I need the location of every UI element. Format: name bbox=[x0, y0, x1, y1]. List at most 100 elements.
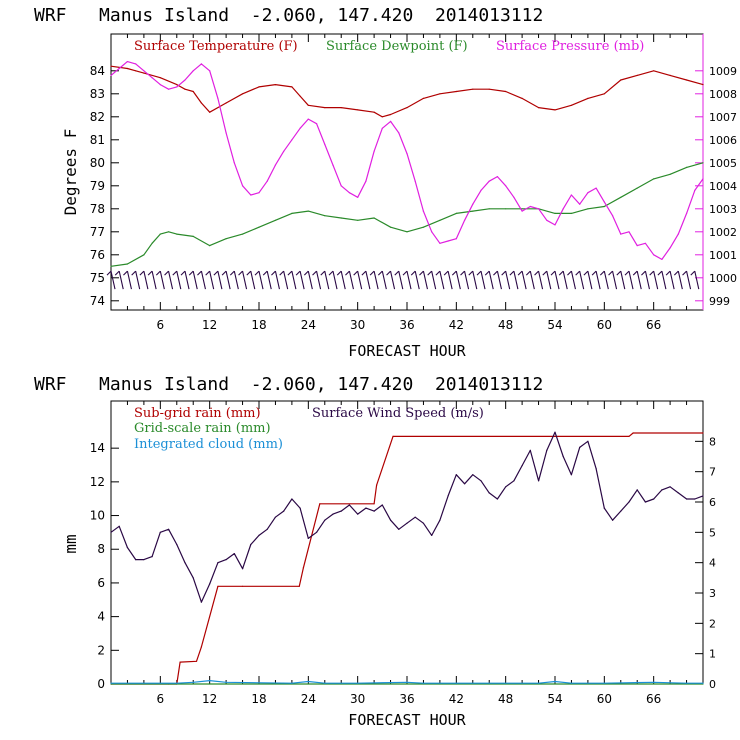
wind-barb-staff bbox=[538, 270, 544, 290]
series-line-surface-pressure bbox=[110, 60, 704, 260]
data-point-surface-pressure bbox=[307, 118, 309, 120]
data-point-surface-wind-speed bbox=[677, 492, 679, 494]
x-tick-label: 18 bbox=[251, 692, 266, 706]
data-point-surface-wind-speed bbox=[390, 519, 392, 521]
y2-tick-label: 3 bbox=[709, 587, 716, 600]
data-point-surface-pressure bbox=[636, 245, 638, 247]
data-point-surface-wind-speed bbox=[439, 519, 441, 521]
x-tick-label: 54 bbox=[547, 692, 562, 706]
data-point-surface-wind-speed bbox=[110, 531, 112, 533]
wind-barb bbox=[427, 270, 437, 290]
data-point-surface-pressure bbox=[398, 132, 400, 134]
data-point-surface-wind-speed bbox=[250, 543, 252, 546]
wind-barb bbox=[279, 270, 289, 290]
data-point-surface-wind-speed bbox=[644, 501, 647, 503]
y2-tick-label: 1000 bbox=[709, 272, 737, 285]
data-point-surface-pressure bbox=[538, 208, 540, 210]
data-point-integrated-cloud bbox=[653, 681, 655, 683]
data-point-surface-wind-speed bbox=[464, 483, 466, 485]
data-point-surface-wind-speed bbox=[184, 562, 186, 564]
data-point-surface-pressure bbox=[233, 162, 235, 164]
wind-barb bbox=[155, 270, 165, 290]
wind-barb-staff bbox=[480, 270, 486, 290]
data-point-surface-dewpoint bbox=[669, 173, 671, 175]
wind-barb-staff bbox=[603, 270, 609, 290]
wind-barb-flag bbox=[460, 270, 465, 276]
wind-barb-flag bbox=[419, 270, 424, 276]
panel2-x-axis-label: FORECAST HOUR bbox=[348, 711, 466, 729]
wind-barb-staff bbox=[464, 270, 470, 290]
data-point-surface-temperature bbox=[373, 111, 375, 113]
wind-barb bbox=[295, 270, 305, 290]
data-point-sub-grid-rain bbox=[373, 503, 375, 505]
wind-barb-flag bbox=[468, 270, 474, 276]
data-point-surface-dewpoint bbox=[587, 208, 589, 210]
panel2-y-ticks: 0 2 4 6 8 10 12 14 bbox=[90, 441, 119, 691]
wind-barb bbox=[641, 270, 650, 290]
data-point-surface-wind-speed bbox=[603, 507, 605, 509]
wind-barb-flag bbox=[558, 270, 564, 276]
data-point-integrated-cloud bbox=[324, 682, 326, 684]
data-point-surface-dewpoint bbox=[620, 196, 622, 198]
x-tick-label: 6 bbox=[157, 318, 165, 332]
data-point-surface-wind-speed bbox=[324, 519, 326, 521]
data-point-surface-wind-speed bbox=[513, 480, 515, 482]
data-point-surface-wind-speed bbox=[274, 516, 276, 518]
wind-barb bbox=[624, 270, 634, 290]
wind-barb-flag bbox=[164, 270, 169, 276]
data-point-surface-wind-speed bbox=[628, 501, 630, 503]
data-point-surface-pressure bbox=[126, 61, 128, 63]
wind-barb-flag bbox=[172, 270, 178, 276]
x-tick-label: 42 bbox=[449, 318, 464, 332]
x-tick-label: 48 bbox=[498, 318, 513, 332]
data-point-surface-temperature bbox=[472, 88, 474, 90]
panel1-x-ticks: 6 12 18 24 30 36 42 48 54 60 66 bbox=[126, 34, 688, 332]
y2-tick-label: 7 bbox=[709, 466, 716, 479]
wind-barb bbox=[410, 270, 420, 290]
wind-barb bbox=[238, 270, 248, 290]
y2-tick-label: 1 bbox=[709, 648, 716, 661]
data-point-surface-temperature bbox=[324, 107, 326, 109]
y2-tick-label: 8 bbox=[709, 435, 716, 448]
data-point-surface-dewpoint bbox=[686, 166, 688, 168]
data-point-surface-wind-speed bbox=[620, 510, 622, 512]
wind-barb-flag bbox=[542, 270, 548, 276]
wind-barb bbox=[320, 270, 330, 290]
y2-tick-label: 1007 bbox=[709, 111, 737, 124]
legend-integrated-cloud: Integrated cloud (mm) bbox=[134, 437, 283, 452]
wind-barbs bbox=[106, 270, 700, 290]
wind-barb-flag bbox=[550, 270, 556, 276]
data-point-surface-temperature bbox=[307, 104, 309, 106]
data-point-surface-pressure bbox=[603, 201, 605, 203]
wind-barb-staff bbox=[496, 270, 502, 290]
data-point-surface-pressure bbox=[242, 185, 244, 187]
wind-barb-flag bbox=[369, 270, 375, 276]
wind-barb bbox=[386, 270, 396, 290]
data-point-surface-pressure bbox=[373, 150, 375, 152]
wind-barb-staff bbox=[151, 270, 157, 290]
wind-barb bbox=[460, 270, 470, 290]
wind-barb-staff bbox=[686, 270, 692, 290]
wind-barb-staff bbox=[439, 270, 445, 290]
wind-barb-flag bbox=[377, 270, 383, 276]
data-point-integrated-cloud bbox=[686, 682, 688, 684]
x-tick-label: 30 bbox=[350, 318, 365, 332]
data-point-surface-pressure bbox=[439, 242, 441, 244]
wind-barb-flag bbox=[197, 270, 202, 276]
y-tick-label: 80 bbox=[90, 156, 105, 170]
data-point-surface-pressure bbox=[472, 203, 474, 205]
wind-barb bbox=[591, 270, 601, 290]
data-point-surface-temperature bbox=[686, 79, 688, 81]
x-tick-label: 48 bbox=[498, 692, 513, 706]
data-point-sub-grid-rain bbox=[632, 432, 634, 434]
wind-barb-staff bbox=[595, 270, 601, 290]
data-point-surface-temperature bbox=[274, 84, 276, 86]
data-point-integrated-cloud bbox=[455, 682, 457, 684]
wind-barb bbox=[517, 270, 527, 290]
data-point-surface-temperature bbox=[636, 74, 638, 76]
data-point-surface-temperature bbox=[299, 95, 301, 97]
data-point-surface-wind-speed bbox=[316, 531, 318, 533]
data-point-surface-pressure bbox=[644, 242, 647, 244]
wind-barb bbox=[353, 270, 363, 290]
